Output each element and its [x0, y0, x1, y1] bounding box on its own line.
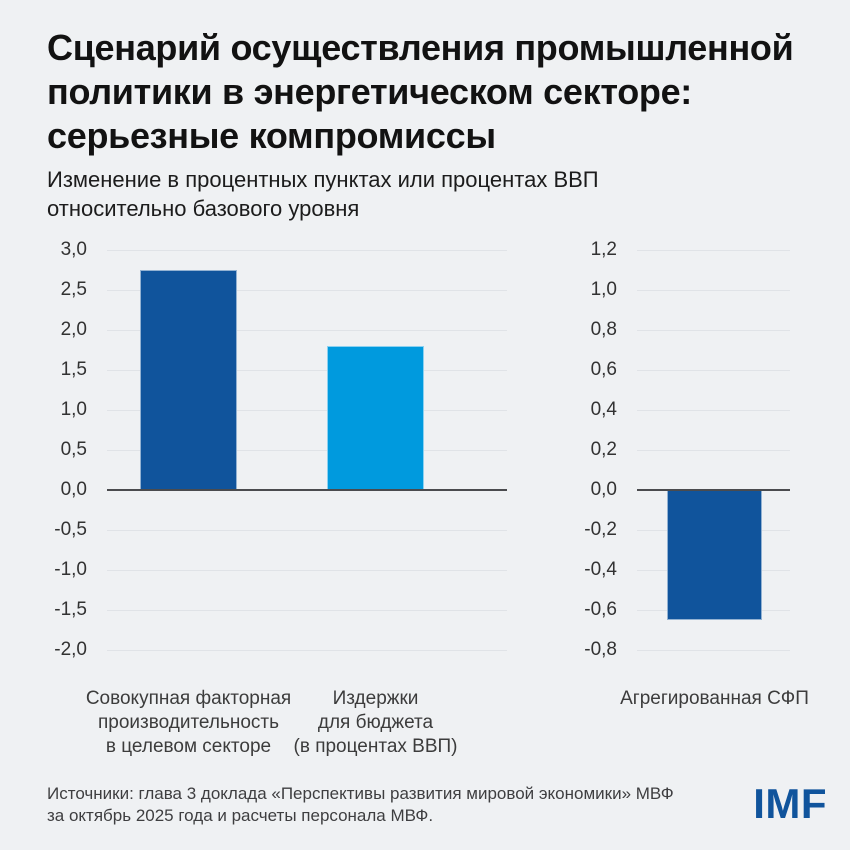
y-tick-label: 1,0 [590, 279, 617, 300]
sources-note: Источники: глава 3 доклада «Перспективы … [47, 783, 687, 827]
gridline [637, 370, 790, 371]
category-label-line: Издержки [332, 688, 419, 709]
category-label-line: в целевом секторе [105, 736, 272, 757]
sources-line-2: за октябрь 2025 года и расчеты персонала… [47, 806, 434, 825]
title-line-3: серьезные компромиссы [47, 115, 496, 156]
gridline [637, 450, 790, 451]
category-label-line: Совокупная факторная [85, 688, 292, 709]
subtitle-line-2: относительно базового уровня [47, 196, 360, 221]
category-label: Совокупная факторная производительность в … [86, 687, 291, 759]
y-tick-label: 1,5 [60, 359, 87, 380]
category-label: Агрегированная СФП [620, 687, 809, 711]
page-title: Сценарий осуществления промышленной поли… [47, 26, 817, 158]
y-tick-label: -0,4 [584, 559, 617, 580]
y-tick-label: 1,0 [60, 399, 87, 420]
gridline [107, 570, 507, 571]
title-line-2: политики в энергетическом секторе: [47, 71, 692, 112]
gridline [637, 410, 790, 411]
y-tick-label: -0,2 [584, 519, 617, 540]
title-line-1: Сценарий осуществления промышленной [47, 27, 794, 68]
y-tick-label: -2,0 [54, 639, 87, 660]
category-label-line: для бюджета [317, 712, 434, 733]
gridline [107, 330, 507, 331]
y-tick-label: 2,5 [60, 279, 87, 300]
y-tick-label: -0,5 [54, 519, 87, 540]
gridline [107, 650, 507, 651]
y-tick-label: 0,8 [590, 319, 617, 340]
y-tick-label: -1,5 [54, 599, 87, 620]
chart-subtitle: Изменение в процентных пунктах или проце… [47, 165, 767, 223]
y-tick-label: 0,6 [590, 359, 617, 380]
gridline [637, 650, 790, 651]
y-tick-label: 1,2 [590, 239, 617, 260]
zero-axis-line [107, 489, 507, 491]
charts-area: 3,0 2,5 2,0 1,5 1,0 0,5 0,0 -0,5 -1,0 -1,5 -2,0 Сов… [47, 235, 809, 760]
y-tick-label: 0,4 [590, 399, 617, 420]
y-tick-label: 0,0 [590, 479, 617, 500]
gridline [637, 290, 790, 291]
gridline [107, 370, 507, 371]
y-tick-label: -1,0 [54, 559, 87, 580]
bar [140, 270, 237, 490]
bar [667, 490, 762, 620]
gridline [637, 330, 790, 331]
y-tick-label: 0,2 [590, 439, 617, 460]
gridline [637, 250, 790, 251]
y-tick-label: 2,0 [60, 319, 87, 340]
gridline [107, 410, 507, 411]
zero-axis-line [637, 489, 790, 491]
imf-logo: IMF [753, 780, 827, 827]
gridline [107, 530, 507, 531]
y-tick-label: -0,6 [584, 599, 617, 620]
gridline [107, 450, 507, 451]
subtitle-line-1: Изменение в процентных пунктах или проце… [47, 167, 599, 192]
category-label-line: производительность [97, 712, 280, 733]
y-tick-label: 0,5 [60, 439, 87, 460]
category-label: Издержки для бюджета (в процентах ВВП) [293, 687, 457, 759]
gridline [107, 250, 507, 251]
y-tick-label: -0,8 [584, 639, 617, 660]
category-label-line: Агрегированная СФП [620, 688, 809, 709]
y-tick-label: 0,0 [60, 479, 87, 500]
right-bar-chart: 1,2 1,0 0,8 0,6 0,4 0,2 0,0 -0,2 -0,4 -0,6 -0,8 Агр… [584, 239, 809, 709]
left-bar-chart: 3,0 2,5 2,0 1,5 1,0 0,5 0,0 -0,5 -1,0 -1,5 -2,0 Сов… [54, 239, 507, 757]
y-tick-label: 3,0 [60, 239, 87, 260]
gridline [107, 290, 507, 291]
category-label-line: (в процентах ВВП) [293, 736, 458, 757]
gridline [107, 610, 507, 611]
bar [327, 346, 424, 490]
sources-line-1: Источники: глава 3 доклада «Перспективы … [47, 784, 674, 803]
